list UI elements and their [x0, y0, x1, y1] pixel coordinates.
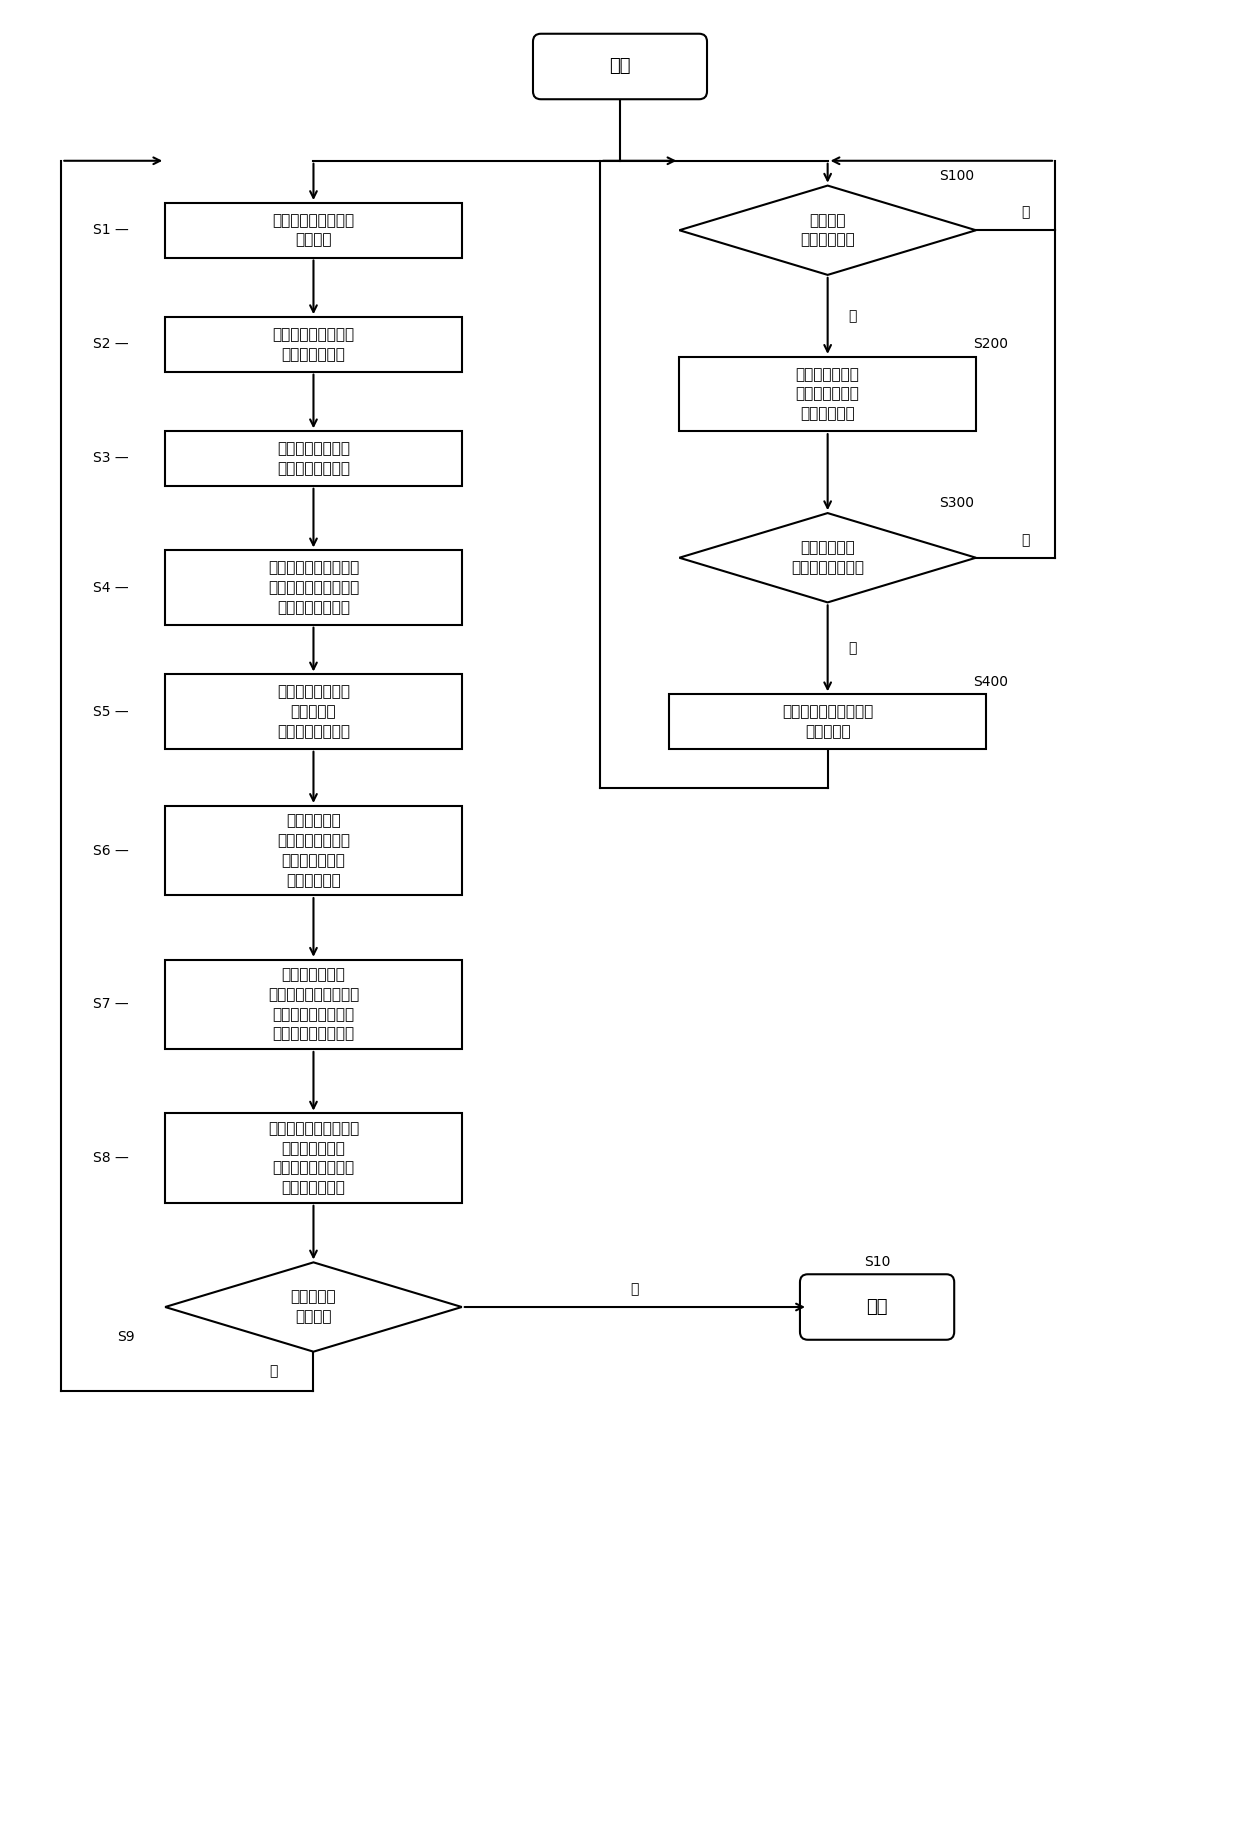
Text: 已绑定标签的位置记录
和瓶口位置坐标
分别从未确定队列和
参考队列中移除: 已绑定标签的位置记录 和瓶口位置坐标 分别从未确定队列和 参考队列中移除 [268, 1121, 360, 1194]
Text: S2 —: S2 — [93, 337, 129, 352]
Text: S1 —: S1 — [93, 224, 129, 236]
Text: S5 —: S5 — [93, 705, 129, 718]
Bar [165, 550, 461, 625]
Text: S7 —: S7 — [93, 997, 129, 1011]
Text: 否: 否 [1022, 533, 1029, 548]
Polygon shape [680, 513, 976, 603]
Bar [165, 806, 461, 896]
Text: 是: 是 [848, 310, 857, 322]
Text: 记录扫描到的标签号
和扫描反馈次数: 记录扫描到的标签号 和扫描反馈次数 [273, 326, 355, 361]
Text: S6 —: S6 — [93, 843, 129, 857]
Text: 开始: 开始 [609, 57, 631, 75]
Polygon shape [680, 185, 976, 275]
Text: 计算有效标签信号
的中心坐标
并加入未确定队列: 计算有效标签信号 的中心坐标 并加入未确定队列 [277, 685, 350, 738]
Text: S100: S100 [939, 169, 973, 183]
Text: 否: 否 [1022, 205, 1029, 220]
Text: 读取有效标签生产日期
未超期则重写生产日期
超期则标记不合格: 读取有效标签生产日期 未超期则重写生产日期 超期则标记不合格 [268, 561, 360, 616]
Text: 是: 是 [631, 1282, 639, 1297]
Text: 否: 否 [270, 1365, 278, 1378]
Text: S300: S300 [939, 496, 973, 509]
Text: S200: S200 [973, 337, 1008, 352]
Bar [680, 357, 976, 431]
Bar [670, 694, 986, 749]
Text: S10: S10 [864, 1255, 890, 1270]
Text: S3 —: S3 — [93, 451, 129, 465]
Text: 根据扫描时间
计算当前时间瓶口
的相对位置坐标
加入参考队列: 根据扫描时间 计算当前时间瓶口 的相对位置坐标 加入参考队列 [277, 813, 350, 889]
Text: 是: 是 [848, 641, 857, 656]
Bar [165, 317, 461, 372]
Text: S4 —: S4 — [93, 581, 129, 595]
Text: 结束: 结束 [867, 1299, 888, 1315]
FancyBboxPatch shape [533, 33, 707, 99]
Text: 是否触发
校准红外栅栏: 是否触发 校准红外栅栏 [800, 213, 856, 247]
Text: 计算位置是否
离开天线读写范围: 计算位置是否 离开天线读写范围 [791, 540, 864, 575]
Bar [165, 203, 461, 258]
Bar [165, 960, 461, 1050]
Text: 查看参考队列中
入列时间最早的
瓶口相对位置: 查看参考队列中 入列时间最早的 瓶口相对位置 [796, 366, 859, 421]
Text: 调整天线波束方向角
开始扫描: 调整天线波束方向角 开始扫描 [273, 213, 355, 247]
Text: 未确定队列
是否已空: 未确定队列 是否已空 [290, 1290, 336, 1325]
Bar [165, 1114, 461, 1204]
Text: S8 —: S8 — [93, 1150, 129, 1165]
Text: S9: S9 [117, 1330, 134, 1345]
Bar [165, 431, 461, 485]
Text: 计算合理误差后
比对未确定和参考队列
将合理吻合的标签号
绑定物理钢瓶次序号: 计算合理误差后 比对未确定和参考队列 将合理吻合的标签号 绑定物理钢瓶次序号 [268, 967, 360, 1042]
Bar [165, 674, 461, 749]
FancyBboxPatch shape [800, 1275, 955, 1339]
Text: 过滤多径效应信号
（反馈次数太少）: 过滤多径效应信号 （反馈次数太少） [277, 442, 350, 476]
Polygon shape [165, 1262, 461, 1352]
Text: S400: S400 [973, 674, 1008, 689]
Text: 将此钢瓶次序号标记为
不明身份瓶: 将此钢瓶次序号标记为 不明身份瓶 [782, 703, 873, 738]
